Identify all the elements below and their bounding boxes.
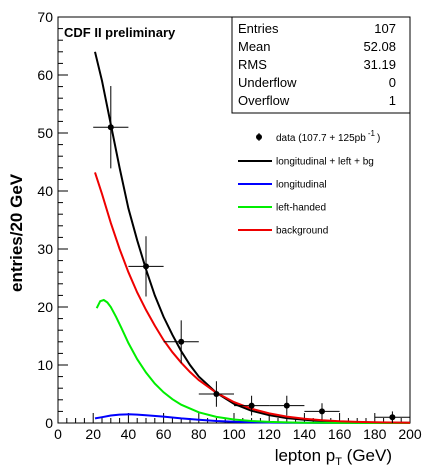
data-marker [389, 414, 396, 421]
data-marker [319, 408, 325, 415]
y-tick-label: 30 [37, 241, 53, 257]
data-point [269, 395, 305, 416]
data-marker [107, 124, 114, 131]
axes: 0 20 40 60 80 100 120 140 160 180 2000102030405060… [37, 9, 421, 442]
x-tick-label: 0 [54, 426, 62, 442]
stats-label: Overflow [238, 93, 290, 108]
data-point [128, 236, 164, 297]
x-tick-label: 180 [363, 426, 387, 442]
stats-box-frame [231, 16, 411, 114]
y-tick-label: 40 [37, 183, 53, 199]
legend: data (107.7 + 125pb -1) longitudinal + lef… [238, 129, 380, 237]
stats-value: 31.19 [363, 57, 396, 72]
stats-label: Underflow [238, 75, 297, 90]
data-marker [178, 338, 185, 345]
data-points [93, 86, 410, 423]
stats-label: Mean [238, 39, 271, 54]
x-tick-label: 140 [293, 426, 317, 442]
data-point [234, 395, 270, 416]
x-axis-title-sub: T [335, 456, 342, 468]
data-point [304, 403, 340, 420]
legend-data-label-sup: -1 [368, 129, 376, 138]
chart-annotation: CDF II preliminary [64, 25, 176, 40]
data-marker [283, 402, 290, 409]
legend-data-label: data (107.7 + 125pb -1) [276, 129, 380, 144]
x-tick-label: 200 [398, 426, 422, 442]
y-tick-label: 50 [37, 125, 53, 141]
y-tick-label: 20 [37, 299, 53, 315]
legend-data-label-main: data (107.7 + 125pb [276, 133, 366, 144]
x-axis-title: lepton pT (GeV) [275, 446, 392, 468]
x-tick-label: 100 [222, 426, 246, 442]
x-tick-label: 120 [258, 426, 282, 442]
data-point [198, 381, 234, 407]
stats-label: Entries [238, 21, 279, 36]
x-axis-title-main: lepton p [275, 446, 336, 465]
data-marker [213, 391, 220, 397]
x-tick-label: 20 [85, 426, 101, 442]
legend-label: left-handed [276, 203, 326, 214]
stats-value: 1 [389, 93, 396, 108]
x-tick-label: 80 [191, 426, 207, 442]
data-point [93, 86, 129, 169]
curve-left-handed [95, 298, 410, 424]
stats-value: 52.08 [363, 39, 396, 54]
curve-background [94, 172, 411, 424]
x-tick-label: 60 [156, 426, 172, 442]
x-axis-title-unit: (GeV) [342, 446, 392, 465]
stats-label: RMS [238, 57, 267, 72]
data-point [163, 320, 199, 364]
data-point [374, 411, 410, 423]
y-tick-label: 0 [45, 415, 53, 431]
y-tick-label: 60 [37, 67, 53, 83]
x-tick-label: 40 [121, 426, 137, 442]
stats-value: 0 [389, 75, 396, 90]
legend-label: longitudinal [276, 180, 327, 191]
legend-label: longitudinal + left + bg [276, 157, 374, 168]
y-tick-label: 70 [37, 9, 53, 25]
y-axis-title: entries/20 GeV [7, 173, 26, 292]
data-marker [143, 263, 149, 270]
stats-value: 107 [374, 21, 396, 36]
y-tick-label: 10 [37, 357, 53, 373]
data-marker [248, 402, 255, 409]
stats-box: Entries 107 Mean 52.08 RMS 31.19 Underflow 0 Ove… [231, 16, 411, 114]
x-tick-label: 160 [328, 426, 352, 442]
legend-label: background [276, 226, 328, 237]
legend-data-label-end: ) [377, 133, 380, 144]
fit-curves [94, 51, 411, 424]
